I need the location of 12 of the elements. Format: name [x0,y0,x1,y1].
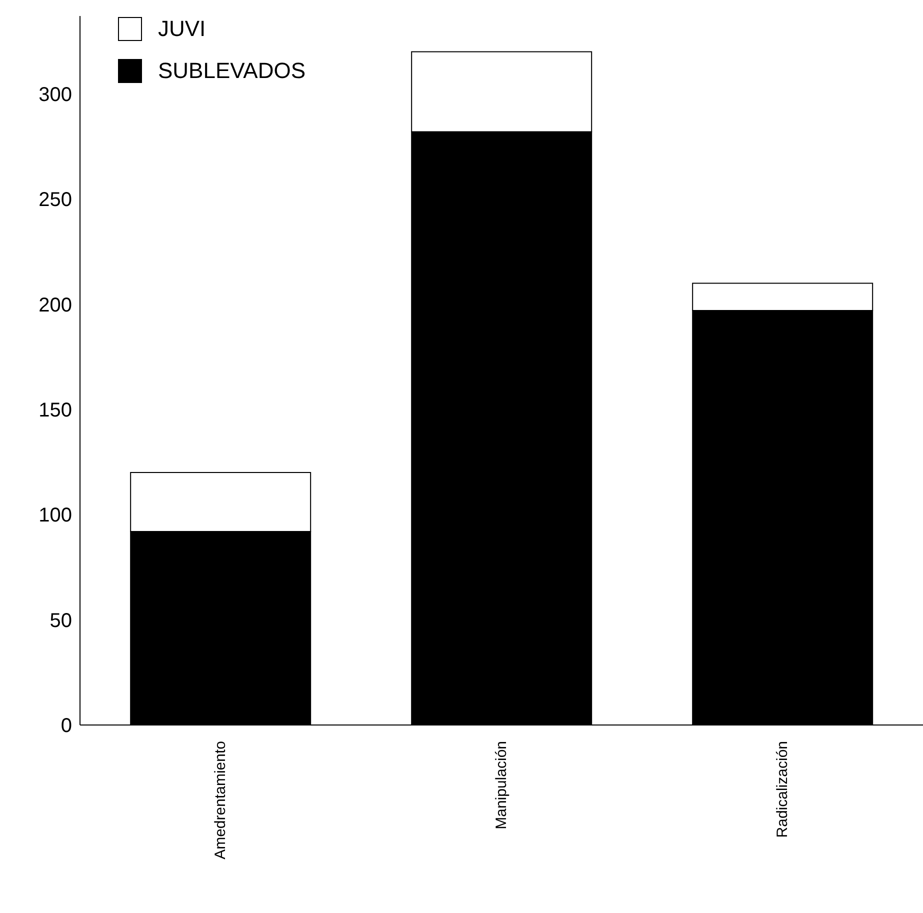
y-tick-label: 150 [38,400,72,422]
y-tick-label: 300 [38,84,72,106]
x-tick-label: Radicalización [774,741,791,838]
legend-label: JUVI [158,16,206,42]
x-tick-label: Manipulación [493,741,510,830]
y-tick-label: 0 [60,715,72,738]
y-tick-label: 250 [38,189,72,212]
x-tick-label: Amedrentamiento [212,741,229,860]
y-tick-label: 50 [50,610,72,632]
legend-label: SUBLEVADOS [158,58,306,84]
y-tick-label: 100 [38,504,72,527]
y-tick-label: 200 [38,294,72,316]
